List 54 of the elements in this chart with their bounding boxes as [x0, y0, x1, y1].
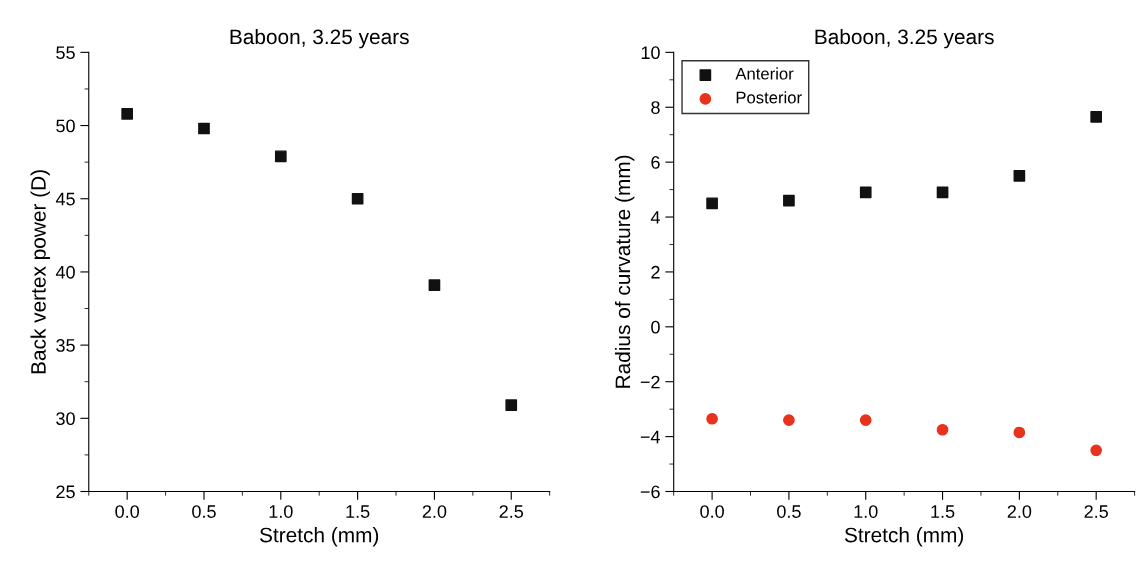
point [1013, 170, 1026, 182]
y-tick-label: 45 [55, 192, 75, 206]
point [1090, 111, 1103, 123]
y-tick-label: 8 [651, 101, 660, 114]
point [121, 107, 134, 120]
point [1013, 426, 1026, 439]
chart-title: Baboon, 3.25 years [815, 28, 994, 49]
chart-title: Baboon, 3.25 years [230, 28, 409, 49]
y-tick-label: −2 [640, 375, 660, 389]
y-tick-label: 2 [651, 265, 660, 279]
y-tick-label: 40 [55, 265, 75, 279]
x-tick-label: 1.5 [931, 505, 955, 518]
point [783, 194, 795, 207]
point [859, 186, 872, 199]
y-tick-label: −4 [640, 430, 660, 444]
y-tick-label: 10 [641, 46, 660, 60]
point [936, 186, 949, 199]
point [1090, 444, 1103, 457]
x-tick-label: 0.5 [777, 505, 801, 518]
x-tick-label: 2.5 [499, 505, 524, 518]
y-axis-title: Radius of curvature (mm) [614, 155, 635, 388]
x-axis-title: Stretch (mm) [259, 527, 379, 547]
y-tick-label: 30 [56, 412, 75, 426]
x-tick-label: 2.5 [1084, 505, 1108, 518]
point [783, 414, 795, 426]
point [706, 412, 718, 425]
x-tick-label: 0.5 [192, 505, 216, 518]
point [706, 197, 718, 210]
x-axis-title: Stretch (mm) [844, 527, 964, 547]
x-tick-label: 2.0 [422, 505, 447, 518]
y-tick-label: 4 [650, 211, 660, 224]
point [351, 192, 364, 205]
point [505, 399, 518, 411]
x-tick-label: 1.0 [854, 505, 878, 518]
point [274, 150, 287, 163]
point [428, 279, 441, 291]
point [859, 414, 872, 426]
y-tick-label: 6 [651, 156, 660, 169]
legend-label: Posterior [736, 91, 802, 104]
y-tick-label: 25 [56, 485, 75, 499]
x-tick-label: 2.0 [1007, 505, 1032, 518]
y-axis-title: Back vertex power (D) [30, 170, 50, 374]
x-tick-label: 1.5 [346, 505, 370, 518]
x-tick-label: 1.0 [269, 505, 293, 518]
y-tick-label: 50 [56, 119, 75, 133]
y-tick-label: 0 [651, 320, 660, 334]
x-tick-label: 0.0 [700, 505, 724, 518]
y-tick-label: 55 [56, 46, 75, 60]
point [936, 423, 949, 436]
legend-label: Anterior [735, 67, 794, 80]
x-tick-label: 0.0 [115, 505, 140, 518]
y-tick-label: 35 [56, 339, 75, 352]
point [198, 122, 210, 135]
y-tick-label: −6 [640, 485, 660, 499]
